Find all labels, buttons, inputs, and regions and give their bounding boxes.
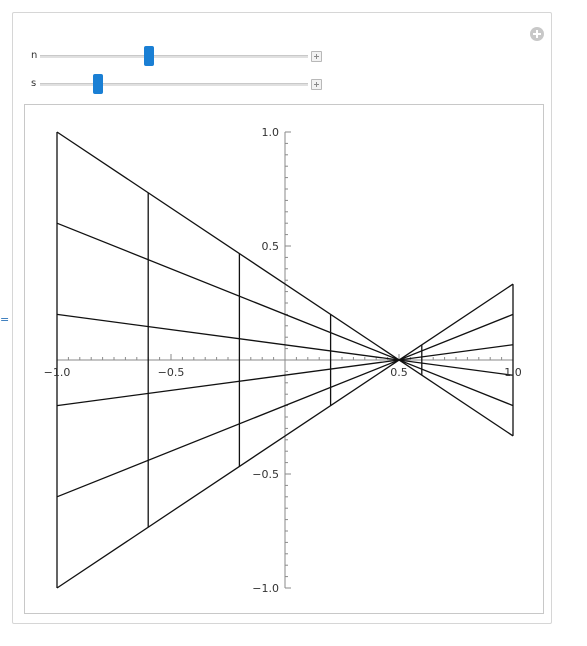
perspective-plot: −1.0 −0.5 0.5 1.0 1.0 0.5 −0.5 −1.0 (44, 126, 522, 595)
plus-circle-icon[interactable] (530, 27, 544, 41)
ray-line (56, 222, 514, 407)
y-tick-label: 1.0 (262, 126, 280, 139)
ray-line (56, 131, 514, 437)
slider-n-track[interactable] (40, 55, 308, 58)
x-tick-label: 0.5 (390, 366, 408, 379)
ray-line (56, 283, 514, 589)
x-tick-label: −0.5 (158, 366, 185, 379)
slider-n-thumb[interactable] (143, 46, 154, 66)
y-tick-label: −1.0 (252, 582, 279, 595)
plot-frame (24, 104, 544, 614)
x-tick-label: 1.0 (504, 366, 522, 379)
ray-line (56, 313, 514, 498)
tick-labels: −1.0 −0.5 0.5 1.0 1.0 0.5 −0.5 −1.0 (44, 126, 522, 595)
ray-line (56, 344, 514, 407)
slider-n-label: n (31, 50, 38, 61)
slider-s-thumb[interactable] (92, 74, 103, 94)
plot-lines (56, 131, 514, 589)
ray-line (56, 313, 514, 376)
side-equals-mark: = (0, 313, 10, 326)
y-tick-label: −0.5 (252, 468, 279, 481)
axes (56, 131, 514, 589)
top-edge (0, 0, 587, 3)
slider-s-track[interactable] (40, 83, 308, 86)
slider-s-label: s (31, 78, 37, 89)
y-tick-label: 0.5 (262, 240, 280, 253)
x-tick-label: −1.0 (44, 366, 71, 379)
slider-n-expand-plus-icon[interactable] (311, 51, 322, 62)
slider-s-expand-plus-icon[interactable] (311, 79, 322, 90)
